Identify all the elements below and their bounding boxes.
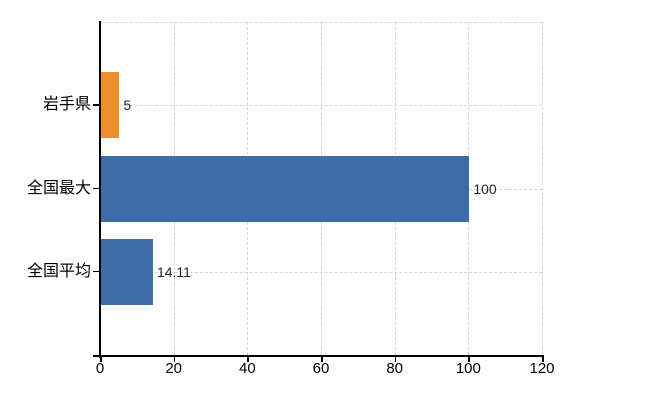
x-tick-label: 0 — [95, 360, 105, 377]
bar-value-label: 100 — [473, 180, 497, 197]
category-label: 全国最大 — [26, 179, 91, 197]
x-tick-label: 20 — [165, 360, 182, 377]
x-axis-tick — [247, 355, 249, 362]
x-axis-tick — [173, 355, 176, 362]
bar — [101, 155, 470, 222]
x-axis-tick — [394, 355, 397, 362]
bar — [101, 72, 120, 139]
x-tick-label: 100 — [455, 360, 481, 377]
x-axis-tick — [542, 355, 544, 362]
x-axis-tick — [100, 355, 102, 362]
x-axis — [93, 355, 544, 357]
bar-value-label: 14.11 — [156, 263, 191, 280]
x-tick-label: 60 — [312, 360, 330, 377]
category-label: 全国平均 — [26, 262, 91, 280]
bar-value-label: 5 — [123, 97, 132, 114]
x-axis-tick — [468, 355, 470, 362]
bar — [101, 238, 153, 305]
x-gridline — [542, 22, 543, 355]
x-axis-tick — [321, 355, 323, 362]
y-axis-tick — [93, 104, 100, 106]
y-axis — [99, 21, 101, 358]
y-gridline — [100, 271, 542, 273]
x-tick-label: 80 — [386, 360, 403, 377]
x-tick-label: 40 — [238, 360, 256, 377]
y-axis-tick — [93, 270, 100, 273]
y-gridline — [100, 105, 542, 107]
y-axis-tick — [93, 187, 100, 189]
category-label: 岩手県 — [42, 96, 91, 114]
x-tick-label: 120 — [529, 360, 555, 377]
